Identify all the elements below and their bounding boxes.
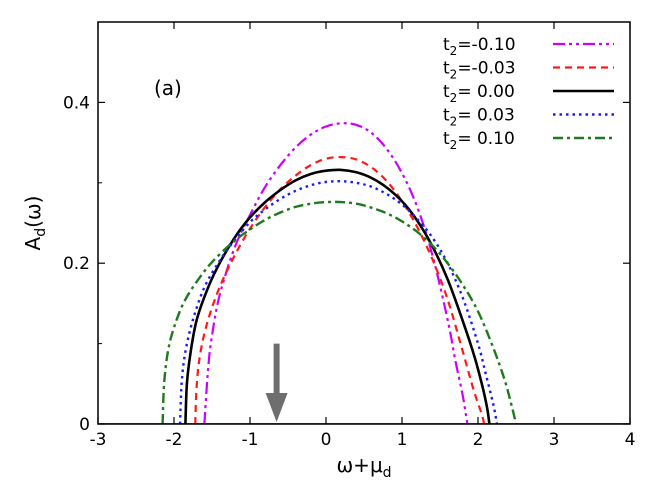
legend-label-sub: 2: [450, 115, 458, 129]
panel-label: (a): [154, 76, 182, 100]
legend-label: t2=-0.03: [443, 59, 516, 82]
legend-label-value: = 0.10: [457, 129, 515, 149]
series-line: [161, 200, 518, 424]
plot-frame: [97, 21, 631, 425]
legend-label-sub: 2: [450, 68, 458, 82]
legend-label-main: t: [443, 59, 450, 79]
x-tick-label: -1: [242, 430, 259, 450]
series-group: [98, 122, 630, 424]
x-axis-label: ω+μd: [336, 453, 391, 481]
y-axis-label-sub: d: [33, 228, 49, 237]
x-tick-label: -3: [90, 430, 107, 450]
legend-label-sub: 2: [450, 44, 458, 58]
legend-label-sub: 2: [450, 138, 458, 152]
legend-label-value: = 0.03: [457, 106, 515, 126]
legend-label-main: t: [443, 82, 450, 102]
y-axis-label-main: A: [21, 236, 45, 250]
x-tick-label: 4: [625, 430, 636, 450]
legend-label-main: t: [443, 129, 450, 149]
legend-label: t2=-0.10: [443, 35, 516, 58]
series-line: [203, 122, 469, 424]
legend-label-value: =-0.03: [457, 59, 515, 79]
x-tick-label: -2: [166, 430, 183, 450]
legend-label-sub: 2: [450, 91, 458, 105]
legend-label: t2= 0.00: [443, 82, 515, 105]
legend-label-main: t: [443, 35, 450, 55]
legend-label-value: = 0.00: [457, 82, 515, 102]
series-line: [184, 168, 491, 424]
legend-label: t2= 0.10: [443, 129, 515, 152]
series-line: [194, 155, 486, 424]
y-axis-label-tail: (ω): [21, 196, 45, 228]
y-tick-label: 0: [79, 415, 90, 435]
x-tick-label: 1: [397, 430, 408, 450]
arrow-head: [265, 393, 288, 422]
plot-area: [98, 122, 630, 424]
y-tick-label: 0.4: [63, 93, 90, 113]
ticks-group: -3 -2 -1 0 1 2 3 4 0 0.2 0.4: [63, 22, 635, 450]
legend-label-value: =-0.10: [457, 35, 515, 55]
legend-label: t2= 0.03: [443, 106, 515, 129]
x-axis-label-main: ω+μ: [336, 453, 383, 477]
x-tick-label: 2: [473, 430, 484, 450]
y-tick-label: 0.2: [63, 254, 90, 274]
arrow-marker: [265, 343, 288, 422]
x-tick-label: 3: [549, 430, 560, 450]
legend-label-main: t: [443, 106, 450, 126]
x-axis-label-sub: d: [383, 465, 392, 481]
y-axis-label: Ad(ω): [21, 196, 49, 251]
x-tick-label: 0: [321, 430, 332, 450]
